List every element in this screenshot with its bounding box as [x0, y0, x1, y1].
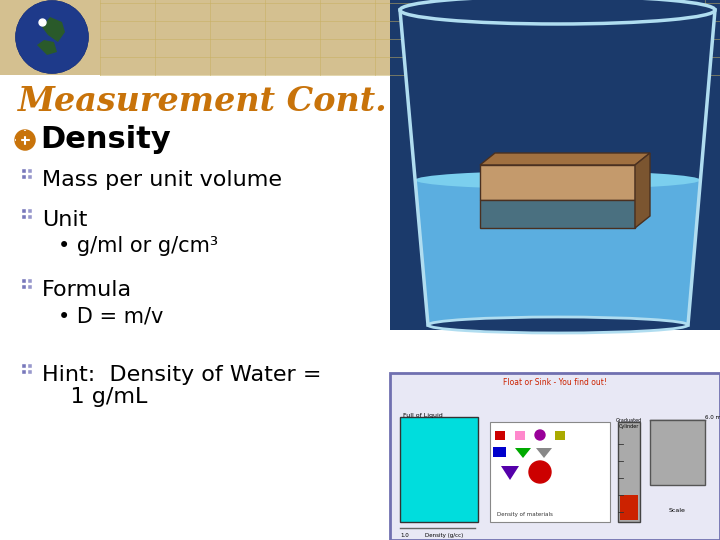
FancyBboxPatch shape — [28, 364, 32, 368]
Text: Density (g/cc): Density (g/cc) — [425, 533, 463, 538]
Text: Scale: Scale — [669, 508, 685, 513]
FancyBboxPatch shape — [493, 447, 506, 457]
FancyBboxPatch shape — [28, 169, 32, 173]
Text: Formula: Formula — [42, 280, 132, 300]
Circle shape — [529, 461, 551, 483]
Circle shape — [16, 1, 88, 73]
Polygon shape — [480, 200, 635, 228]
Text: 6.0 ml: 6.0 ml — [705, 415, 720, 420]
Polygon shape — [501, 466, 519, 480]
FancyBboxPatch shape — [22, 215, 26, 219]
Text: Full of Liquid: Full of Liquid — [403, 413, 443, 418]
FancyBboxPatch shape — [22, 285, 26, 289]
Circle shape — [535, 430, 545, 440]
Ellipse shape — [428, 317, 688, 333]
FancyBboxPatch shape — [515, 431, 525, 440]
FancyBboxPatch shape — [22, 175, 26, 179]
FancyBboxPatch shape — [390, 373, 720, 540]
Polygon shape — [480, 165, 635, 200]
Polygon shape — [42, 17, 65, 42]
Polygon shape — [635, 153, 650, 228]
FancyBboxPatch shape — [28, 370, 32, 374]
FancyBboxPatch shape — [22, 370, 26, 374]
Text: Graduated
Cylinder: Graduated Cylinder — [616, 418, 642, 429]
Polygon shape — [415, 180, 701, 325]
FancyBboxPatch shape — [28, 279, 32, 283]
FancyBboxPatch shape — [0, 0, 720, 75]
FancyBboxPatch shape — [620, 495, 638, 520]
Text: Measurement Cont.: Measurement Cont. — [18, 85, 388, 118]
FancyBboxPatch shape — [650, 420, 705, 485]
Ellipse shape — [400, 0, 715, 24]
FancyBboxPatch shape — [28, 209, 32, 213]
FancyBboxPatch shape — [28, 175, 32, 179]
Text: Hint:  Density of Water =: Hint: Density of Water = — [42, 365, 322, 385]
FancyBboxPatch shape — [490, 422, 610, 522]
FancyBboxPatch shape — [618, 422, 640, 522]
Text: Unit: Unit — [42, 210, 87, 230]
FancyBboxPatch shape — [22, 209, 26, 213]
FancyBboxPatch shape — [390, 0, 720, 330]
Circle shape — [16, 1, 88, 73]
FancyBboxPatch shape — [555, 431, 565, 440]
Text: Mass per unit volume: Mass per unit volume — [42, 170, 282, 190]
Polygon shape — [536, 448, 552, 458]
Circle shape — [15, 130, 35, 150]
Text: • g/ml or g/cm³: • g/ml or g/cm³ — [58, 236, 218, 256]
Text: 1 g/mL: 1 g/mL — [42, 387, 148, 407]
Text: Density of materials: Density of materials — [497, 512, 553, 517]
FancyBboxPatch shape — [22, 279, 26, 283]
Text: 1.0: 1.0 — [400, 533, 409, 538]
FancyBboxPatch shape — [28, 285, 32, 289]
Polygon shape — [37, 40, 57, 55]
FancyBboxPatch shape — [400, 417, 478, 522]
FancyBboxPatch shape — [22, 169, 26, 173]
Polygon shape — [400, 10, 715, 325]
Ellipse shape — [415, 171, 701, 189]
Text: Density: Density — [40, 125, 171, 154]
Text: Float or Sink - You find out!: Float or Sink - You find out! — [503, 378, 607, 387]
Polygon shape — [480, 153, 650, 165]
FancyBboxPatch shape — [22, 364, 26, 368]
Text: • D = m/v: • D = m/v — [58, 306, 163, 326]
Polygon shape — [515, 448, 531, 458]
FancyBboxPatch shape — [495, 431, 505, 440]
FancyBboxPatch shape — [28, 215, 32, 219]
